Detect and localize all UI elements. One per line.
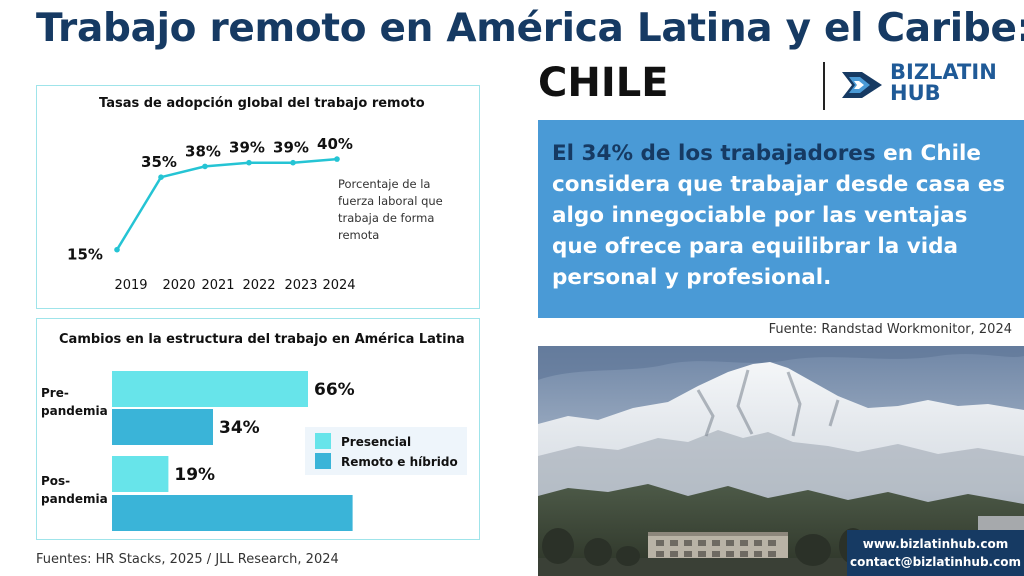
adoption-point-2021 bbox=[202, 163, 208, 170]
bar-label-presencial-pre: 66% bbox=[314, 380, 355, 400]
adoption-tick-label-2020: 2020 bbox=[162, 278, 195, 293]
country-title: CHILE bbox=[538, 60, 669, 106]
legend-label-remoto-e-h-brido: Remoto e híbrido bbox=[341, 455, 458, 469]
adoption-point-2024 bbox=[334, 156, 340, 162]
mountain-photo bbox=[538, 346, 1024, 576]
bar-label-presencial-pos: 19% bbox=[174, 465, 215, 485]
contact-box: www.bizlatinhub.com contact@bizlatinhub.… bbox=[847, 530, 1024, 576]
bar-label-remoto-e-h-brido-pre: 34% bbox=[219, 418, 260, 438]
adoption-tick-label-2021: 2021 bbox=[201, 278, 234, 293]
legend-label-presencial: Presencial bbox=[341, 435, 411, 449]
adoption-data-label-2021: 38% bbox=[185, 142, 221, 160]
source-right: Fuente: Randstad Workmonitor, 2024 bbox=[768, 322, 1012, 337]
category-label-pos-2: pandemia bbox=[41, 492, 108, 506]
adoption-legend-line-2: fuerza laboral que bbox=[338, 194, 443, 208]
adoption-tick-label-2019: 2019 bbox=[114, 278, 147, 293]
adoption-legend-line-4: remota bbox=[338, 228, 379, 242]
mountain-image bbox=[538, 346, 1024, 576]
bar-presencial-pos bbox=[112, 456, 169, 492]
adoption-chart-title: Tasas de adopción global del trabajo rem… bbox=[99, 96, 425, 111]
main-title: Trabajo remoto en América Latina y el Ca… bbox=[36, 6, 1024, 51]
header-divider bbox=[823, 62, 825, 110]
adoption-tick-label-2024: 2024 bbox=[322, 278, 355, 293]
biz-latin-hub-logo: BIZLATIN HUB bbox=[840, 62, 997, 108]
adoption-tick-label-2022: 2022 bbox=[242, 278, 275, 293]
adoption-tick-label-2023: 2023 bbox=[284, 278, 317, 293]
adoption-data-label-2022: 39% bbox=[229, 139, 265, 157]
source-left: Fuentes: HR Stacks, 2025 / JLL Research,… bbox=[36, 552, 339, 567]
quote-box: El 34% de los trabajadores en Chile cons… bbox=[538, 120, 1024, 318]
structure-chart-title: Cambios en la estructura del trabajo en … bbox=[59, 332, 465, 347]
legend-swatch-presencial bbox=[315, 433, 331, 449]
logo-text-line2: HUB bbox=[890, 81, 941, 105]
adoption-point-2020 bbox=[158, 174, 164, 180]
bar-remoto-e-h-brido-pos bbox=[112, 495, 353, 531]
logo-text-line1: BIZLATIN bbox=[890, 60, 997, 84]
bar-remoto-e-h-brido-pre bbox=[112, 409, 213, 445]
adoption-data-label-2023: 39% bbox=[273, 139, 309, 157]
adoption-point-2019 bbox=[114, 246, 120, 253]
adoption-point-2023 bbox=[290, 159, 296, 166]
structure-bar-chart: 66% 34% 19% Pre-pandemia Pos-pandemia Presenc… bbox=[41, 371, 467, 531]
adoption-legend-line-3: trabaja de forma bbox=[338, 211, 434, 225]
adoption-chart-panel: Tasas de adopción global del trabajo rem… bbox=[36, 85, 480, 309]
structure-chart-panel: Cambios en la estructura del trabajo en … bbox=[36, 318, 480, 540]
adoption-line-chart: 15% 35% 38% 39% 39% 40% 2019 2020 2021 2022 2023 20… bbox=[67, 135, 443, 293]
category-label-pre-2: pandemia bbox=[41, 404, 108, 418]
bar-presencial-pre bbox=[112, 371, 308, 407]
adoption-legend-line-1: Porcentaje de la bbox=[338, 177, 430, 191]
adoption-data-label-2020: 35% bbox=[141, 153, 177, 171]
adoption-data-label-2019: 15% bbox=[67, 246, 103, 264]
adoption-series-line bbox=[115, 157, 338, 251]
logo-mark-icon bbox=[842, 72, 882, 98]
quote-text: El 34% de los trabajadores en Chile cons… bbox=[552, 138, 1008, 293]
contact-email[interactable]: contact@bizlatinhub.com bbox=[850, 555, 1021, 569]
adoption-data-label-2024: 40% bbox=[317, 135, 353, 153]
category-label-pos-1: Pos- bbox=[41, 474, 70, 488]
adoption-point-2022 bbox=[246, 159, 252, 166]
quote-rest: en Chile considera que trabajar desde ca… bbox=[552, 141, 1006, 290]
category-label-pre-1: Pre- bbox=[41, 386, 69, 400]
bar-legend-box bbox=[305, 427, 467, 475]
quote-highlight: El 34% de los trabajadores bbox=[552, 141, 876, 166]
legend-swatch-remoto-e-h-brido bbox=[315, 453, 331, 469]
contact-website[interactable]: www.bizlatinhub.com bbox=[862, 537, 1009, 551]
